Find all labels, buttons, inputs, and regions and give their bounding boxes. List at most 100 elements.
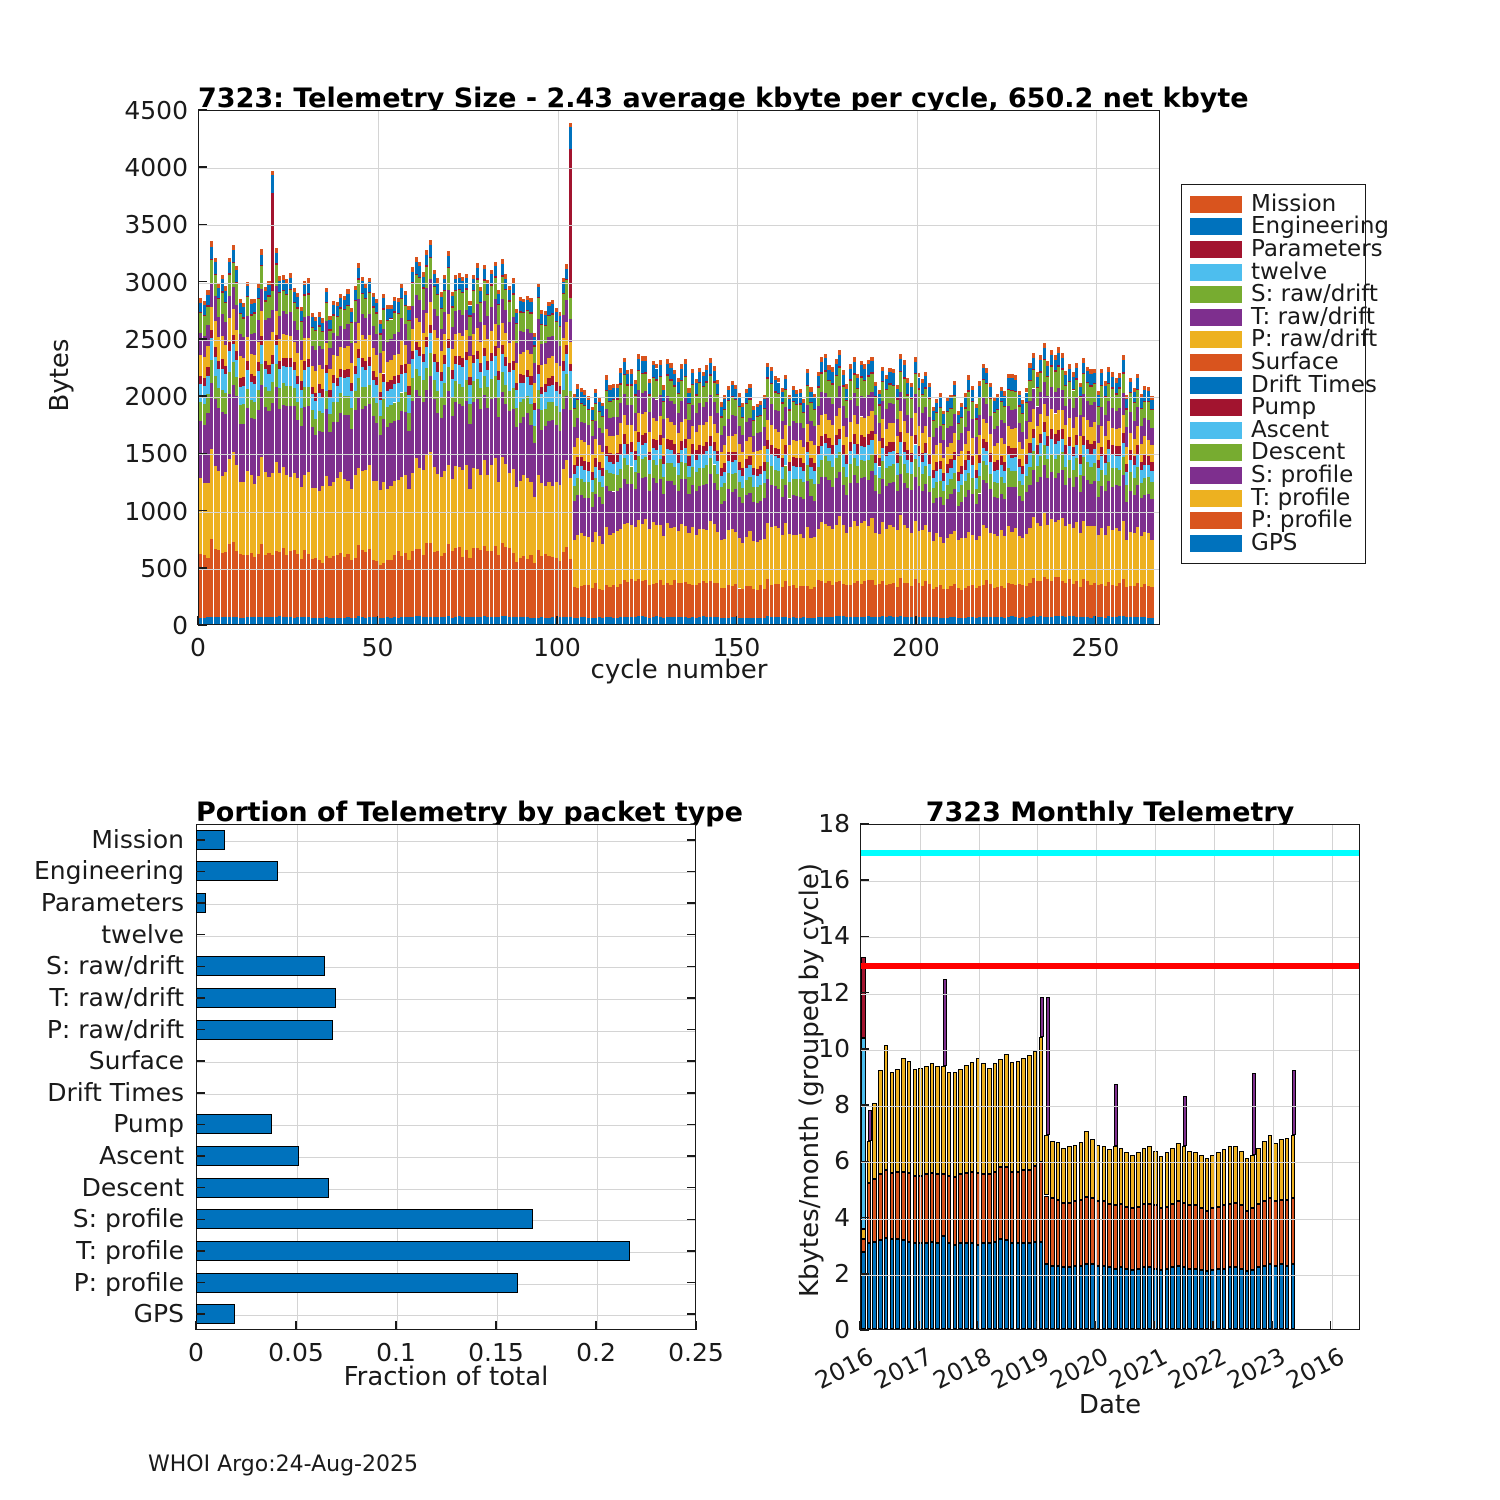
bar-segment (385, 321, 389, 342)
legend-swatch-icon (1190, 376, 1242, 394)
bar-segment (210, 283, 214, 307)
bar-segment (407, 386, 411, 395)
bar-segment (805, 384, 809, 386)
bar-segment (220, 412, 224, 476)
monthly-bar-segment (987, 1243, 992, 1329)
bar-segment (306, 338, 311, 359)
bar-segment (464, 273, 468, 278)
bar-segment (346, 377, 350, 397)
legend-item-gps[interactable]: GPS (1190, 531, 1355, 555)
y-tick-right (687, 997, 696, 999)
legend-item-mission[interactable]: Mission (1190, 192, 1355, 216)
legend-item-s-profile[interactable]: S: profile (1190, 463, 1355, 487)
bar-segment (658, 376, 662, 378)
bar-segment (245, 470, 249, 555)
bar-segment (461, 293, 465, 315)
stacked-bar (497, 289, 501, 624)
bar-segment (206, 557, 210, 618)
monthly-bar (1279, 1139, 1284, 1329)
monthly-bar-segment (866, 1182, 872, 1244)
y-tick-right (687, 1281, 696, 1284)
bar-segment (306, 386, 311, 406)
y-tick (196, 1155, 205, 1157)
y-tick (198, 280, 207, 283)
legend-item-ascent[interactable]: Ascent (1190, 418, 1355, 442)
bar-segment (324, 292, 328, 302)
bar-segment (231, 263, 235, 287)
legend-item-descent[interactable]: Descent (1190, 441, 1355, 465)
bar-segment (511, 282, 515, 294)
bar-segment (446, 339, 450, 349)
bar-segment (411, 617, 415, 624)
legend-item-pump[interactable]: Pump (1190, 396, 1355, 419)
bar-segment (522, 416, 526, 476)
bar-segment (378, 400, 382, 417)
legend-item-surface[interactable]: Surface (1190, 350, 1355, 374)
bar-segment (242, 617, 246, 624)
bar-segment (507, 372, 512, 391)
portion-by-packet-x-axis-label: Fraction of total (343, 1362, 549, 1392)
bar-segment (486, 294, 490, 317)
bar-segment (400, 616, 404, 624)
bar-segment (393, 311, 397, 313)
bar-segment (256, 371, 260, 390)
bar-segment (317, 326, 321, 346)
bar-segment (281, 291, 285, 312)
bar-segment (288, 551, 293, 617)
bar-segment (328, 315, 332, 320)
legend-item-p-raw-drift[interactable]: P: raw/drift (1190, 328, 1377, 352)
y-tick (198, 338, 207, 340)
bar-segment (278, 408, 282, 473)
monthly-bar-segment (969, 1243, 975, 1329)
monthly-bar-segment (929, 1173, 935, 1242)
bar-segment (403, 323, 407, 345)
bar-segment (231, 261, 235, 264)
bar-segment (382, 297, 386, 309)
legend-item-s-raw-drift[interactable]: S: raw/drift (1190, 283, 1378, 306)
bar-segment (428, 240, 433, 246)
bar-segment (464, 360, 468, 381)
bar-segment (299, 339, 303, 361)
bar-segment (360, 294, 364, 314)
bar-segment (346, 293, 350, 305)
bar-segment (515, 427, 519, 488)
category-label-parameters: Parameters (40, 888, 184, 918)
bar-segment (1146, 387, 1150, 392)
bar-segment (346, 304, 350, 306)
bar-segment (267, 295, 271, 297)
bar-segment (1032, 357, 1036, 369)
legend-item-t-raw-drift[interactable]: T: raw/drift (1190, 305, 1375, 329)
bar-segment (245, 295, 249, 298)
monthly-bar (1055, 1142, 1061, 1329)
bar-segment (396, 314, 400, 333)
x-tick (1094, 1321, 1097, 1330)
bar-segment (425, 265, 429, 267)
legend-item-engineering[interactable]: Engineering (1190, 215, 1389, 239)
bar-segment (428, 256, 433, 259)
legend-item-twelve[interactable]: twelve (1190, 260, 1355, 284)
footer-credit: WHOI Argo:24-Aug-2025 (148, 1452, 418, 1477)
bar-segment (468, 376, 472, 386)
bar-segment (224, 414, 228, 473)
x-tick (1153, 1321, 1155, 1330)
bar-segment (371, 370, 375, 380)
bar-segment (371, 560, 375, 617)
bar-segment (271, 291, 275, 311)
legend-item-p-profile[interactable]: P: profile (1190, 509, 1355, 532)
h-bar (196, 1272, 519, 1293)
legend-item-parameters[interactable]: Parameters (1190, 237, 1383, 261)
bar-segment (443, 278, 447, 290)
bar-segment (464, 380, 468, 401)
y-tick (196, 997, 205, 999)
bar-segment (382, 351, 386, 374)
bar-segment (278, 293, 282, 317)
bar-segment (504, 547, 508, 617)
bar-segment (335, 305, 339, 316)
legend-item-drift-times[interactable]: Drift Times (1190, 373, 1377, 397)
stacked-bar (428, 240, 433, 624)
monthly-bar (895, 1069, 900, 1329)
legend-item-t-profile[interactable]: T: profile (1190, 486, 1355, 510)
y-tick-label: 500 (140, 553, 188, 583)
bar-segment (245, 281, 249, 286)
monthly-bar-segment (1256, 1267, 1261, 1329)
